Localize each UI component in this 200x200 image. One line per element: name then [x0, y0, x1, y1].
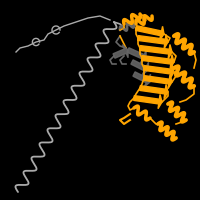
Polygon shape: [144, 64, 174, 79]
Polygon shape: [135, 26, 164, 40]
Polygon shape: [140, 44, 172, 59]
Polygon shape: [142, 54, 174, 69]
Polygon shape: [127, 48, 146, 63]
Polygon shape: [134, 94, 162, 109]
Polygon shape: [140, 84, 168, 99]
Polygon shape: [133, 72, 151, 87]
Polygon shape: [113, 45, 128, 58]
Polygon shape: [144, 74, 172, 89]
Polygon shape: [138, 34, 168, 49]
Polygon shape: [131, 60, 149, 75]
